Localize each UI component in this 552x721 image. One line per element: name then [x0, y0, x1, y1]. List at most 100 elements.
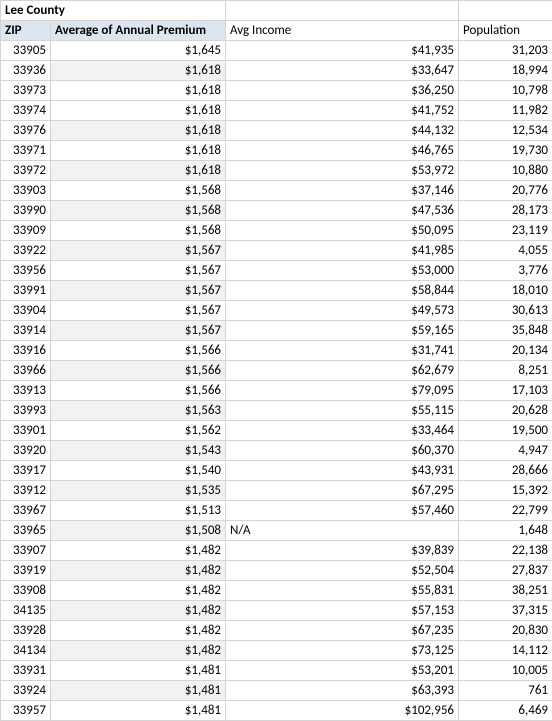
header-zip: ZIP: [1, 21, 51, 41]
cell-population: 20,134: [459, 341, 552, 361]
cell-income: $55,831: [226, 581, 459, 601]
table-row: 33991$1,567$58,84418,010: [1, 281, 552, 301]
table-row: 33912$1,535$67,29515,392: [1, 481, 552, 501]
cell-premium: $1,568: [51, 201, 226, 221]
table-row: 33936$1,618$33,64718,994: [1, 61, 552, 81]
table-row: 34134$1,482$73,12514,112: [1, 641, 552, 661]
cell-income: $37,146: [226, 181, 459, 201]
cell-population: 27,837: [459, 561, 552, 581]
cell-zip: 33956: [1, 261, 51, 281]
cell-premium: $1,567: [51, 241, 226, 261]
table-row: 33928$1,482$67,23520,830: [1, 621, 552, 641]
cell-income: $67,295: [226, 481, 459, 501]
table-row: 33972$1,618$53,97210,880: [1, 161, 552, 181]
cell-zip: 33905: [1, 41, 51, 61]
cell-premium: $1,482: [51, 541, 226, 561]
cell-income: $47,536: [226, 201, 459, 221]
cell-zip: 33971: [1, 141, 51, 161]
cell-income: $73,125: [226, 641, 459, 661]
table-row: 33913$1,566$79,09517,103: [1, 381, 552, 401]
cell-income: $58,844: [226, 281, 459, 301]
cell-premium: $1,566: [51, 361, 226, 381]
data-table: Lee County ZIP Average of Annual Premium…: [0, 0, 552, 721]
table-row: 33924$1,481$63,393761: [1, 681, 552, 701]
cell-population: 22,138: [459, 541, 552, 561]
cell-population: 37,315: [459, 601, 552, 621]
cell-premium: $1,567: [51, 301, 226, 321]
table-row: 33905$1,645$41,93531,203: [1, 41, 552, 61]
cell-income: $46,765: [226, 141, 459, 161]
cell-income: $41,985: [226, 241, 459, 261]
cell-population: 38,251: [459, 581, 552, 601]
cell-zip: 33904: [1, 301, 51, 321]
cell-zip: 33908: [1, 581, 51, 601]
cell-income: $53,000: [226, 261, 459, 281]
cell-population: 20,776: [459, 181, 552, 201]
cell-income: $57,460: [226, 501, 459, 521]
table-row: 33965$1,508N/A1,648: [1, 521, 552, 541]
cell-zip: 33922: [1, 241, 51, 261]
cell-population: 11,982: [459, 101, 552, 121]
cell-income: $55,115: [226, 401, 459, 421]
cell-population: 761: [459, 681, 552, 701]
cell-population: 30,613: [459, 301, 552, 321]
cell-zip: 33936: [1, 61, 51, 81]
cell-premium: $1,481: [51, 701, 226, 721]
cell-zip: 33966: [1, 361, 51, 381]
cell-premium: $1,566: [51, 341, 226, 361]
cell-zip: 33957: [1, 701, 51, 721]
cell-population: 4,947: [459, 441, 552, 461]
cell-income: $50,095: [226, 221, 459, 241]
cell-income: $59,165: [226, 321, 459, 341]
cell-population: 1,648: [459, 521, 552, 541]
cell-zip: 33990: [1, 201, 51, 221]
cell-population: 23,119: [459, 221, 552, 241]
table-row: 33917$1,540$43,93128,666: [1, 461, 552, 481]
cell-zip: 33901: [1, 421, 51, 441]
cell-premium: $1,618: [51, 121, 226, 141]
table-row: 33916$1,566$31,74120,134: [1, 341, 552, 361]
table-row: 33914$1,567$59,16535,848: [1, 321, 552, 341]
cell-premium: $1,482: [51, 601, 226, 621]
cell-premium: $1,567: [51, 321, 226, 341]
cell-zip: 34134: [1, 641, 51, 661]
cell-income: $53,201: [226, 661, 459, 681]
cell-income: $79,095: [226, 381, 459, 401]
cell-premium: $1,568: [51, 221, 226, 241]
header-premium: Average of Annual Premium: [51, 21, 226, 41]
table-row: 33904$1,567$49,57330,613: [1, 301, 552, 321]
cell-income: $31,741: [226, 341, 459, 361]
cell-income: $52,504: [226, 561, 459, 581]
cell-population: 10,005: [459, 661, 552, 681]
cell-zip: 33909: [1, 221, 51, 241]
table-row: 33993$1,563$55,11520,628: [1, 401, 552, 421]
cell-premium: $1,562: [51, 421, 226, 441]
cell-zip: 33919: [1, 561, 51, 581]
cell-premium: $1,535: [51, 481, 226, 501]
header-income: Avg Income: [226, 21, 459, 41]
cell-zip: 33991: [1, 281, 51, 301]
table-row: 33919$1,482$52,50427,837: [1, 561, 552, 581]
cell-zip: 33967: [1, 501, 51, 521]
header-population: Population: [459, 21, 552, 41]
cell-income: $63,393: [226, 681, 459, 701]
table-row: 33990$1,568$47,53628,173: [1, 201, 552, 221]
cell-income: $41,935: [226, 41, 459, 61]
cell-premium: $1,645: [51, 41, 226, 61]
cell-zip: 33972: [1, 161, 51, 181]
cell-zip: 33913: [1, 381, 51, 401]
cell-population: 31,203: [459, 41, 552, 61]
cell-zip: 33907: [1, 541, 51, 561]
cell-income: $36,250: [226, 81, 459, 101]
cell-zip: 33965: [1, 521, 51, 541]
table-row: 33957$1,481$102,9566,469: [1, 701, 552, 721]
cell-premium: $1,567: [51, 261, 226, 281]
cell-premium: $1,482: [51, 581, 226, 601]
cell-premium: $1,563: [51, 401, 226, 421]
cell-population: 3,776: [459, 261, 552, 281]
cell-zip: 33920: [1, 441, 51, 461]
cell-premium: $1,543: [51, 441, 226, 461]
cell-population: 8,251: [459, 361, 552, 381]
cell-population: 19,500: [459, 421, 552, 441]
cell-premium: $1,566: [51, 381, 226, 401]
